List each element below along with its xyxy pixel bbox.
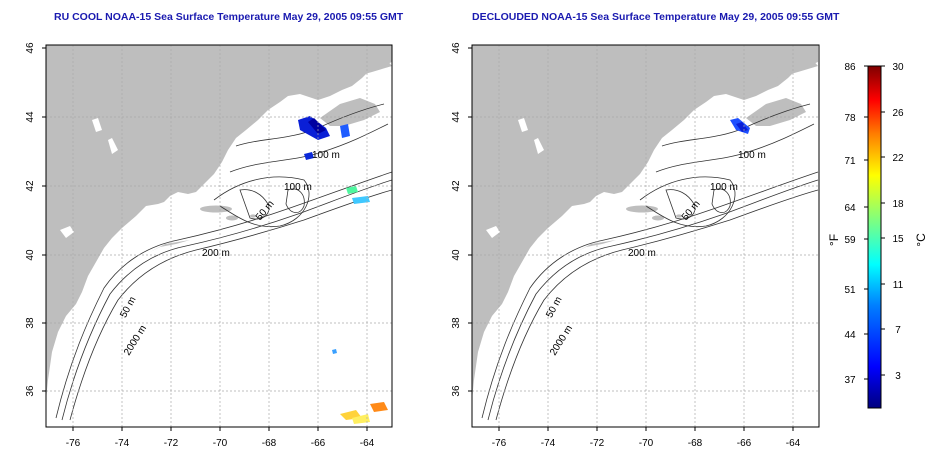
lat-tick-label: 36 [25,385,36,397]
lat-tick-label: 42 [25,180,36,192]
fahrenheit-labels: 86 78 71 64 59 51 44 37 [844,62,856,386]
fahrenheit-tick: 71 [844,156,856,167]
left-panel-title: RU COOL NOAA-15 Sea Surface Temperature … [54,11,404,23]
contour-label: 100 m [312,150,340,161]
lon-tick-label: -74 [541,438,556,449]
celsius-tick: 22 [892,153,904,164]
lon-tick-label: -68 [688,438,703,449]
left-axis-ticks [42,47,368,431]
lake [518,118,528,132]
lake [92,118,102,132]
lat-tick-label: 44 [451,111,462,123]
fahrenheit-tick: 86 [844,62,856,73]
lon-tick-label: -64 [360,438,375,449]
celsius-tick: 26 [892,108,904,119]
color-scale-bar: 86 78 71 64 59 51 44 37 30 26 22 18 15 1… [827,62,928,409]
lat-tick-label: 38 [451,317,462,329]
contour-label: 200 m [202,248,230,259]
lake [60,226,74,238]
celsius-tick: 30 [892,62,904,73]
lat-tick-label: 36 [451,385,462,397]
colorbar-gradient [867,65,882,409]
nova-scotia-land [746,98,806,126]
fahrenheit-tick: 51 [844,285,856,296]
lat-tick-label: 40 [25,249,36,261]
left-lat-labels: 36 38 40 42 44 46 [25,42,36,397]
right-map-panel: 100 m 100 m 50 m 200 m 50 m 2000 m -76 -… [451,42,820,449]
nova-scotia-land [320,98,380,126]
chesapeake-bay [78,318,96,344]
celsius-tick: 18 [892,199,904,210]
lon-tick-label: -66 [737,438,752,449]
lake [486,226,500,238]
lon-tick-label: -70 [639,438,654,449]
grid [46,45,392,427]
lon-tick-label: -70 [213,438,228,449]
left-map-panel: 100 m 100 m 50 m 200 m 50 m 2000 m -76 -… [25,42,393,449]
celsius-tick: 15 [892,234,904,245]
lat-tick-label: 44 [25,111,36,123]
fahrenheit-unit-label: °F [827,234,841,246]
lat-tick-label: 46 [451,42,462,54]
contour-label: 100 m [284,182,312,193]
lon-tick-label: -76 [66,438,81,449]
left-lon-labels: -76 -74 -72 -70 -68 -66 -64 [66,438,375,449]
contour-label: 200 m [628,248,656,259]
fahrenheit-tick: 44 [844,330,856,341]
island-land [200,205,232,213]
sst-patches [730,118,750,134]
right-axis-ticks [468,47,794,431]
celsius-unit-label: °C [914,233,928,247]
lon-tick-label: -72 [164,438,179,449]
lat-tick-label: 40 [451,249,462,261]
gulf-land [731,50,818,78]
lon-tick-label: -68 [262,438,277,449]
lake [534,138,544,154]
land-mass [46,45,392,400]
right-panel-title: DECLOUDED NOAA-15 Sea Surface Temperatur… [472,11,840,23]
island-land [676,214,682,218]
celsius-labels: 30 26 22 18 15 11 7 3 [892,62,904,382]
sst-patches [298,116,388,424]
island-land [250,214,256,218]
island-land [626,205,658,213]
left-map-frame [45,44,393,428]
lat-tick-label: 46 [25,42,36,54]
fahrenheit-tick: 78 [844,113,856,124]
right-lat-labels: 36 38 40 42 44 46 [451,42,462,397]
lon-tick-label: -72 [590,438,605,449]
fahrenheit-tick: 59 [844,235,856,246]
colorbar-ticks [864,65,885,380]
fahrenheit-tick: 64 [844,203,856,214]
fahrenheit-tick: 37 [844,375,856,386]
lat-tick-label: 38 [25,317,36,329]
gulf-land [305,50,392,78]
celsius-tick: 7 [895,325,901,336]
lake [108,138,118,154]
bathymetry-contours [55,103,392,421]
celsius-tick: 11 [893,280,904,291]
lon-tick-label: -74 [115,438,130,449]
land-mass [472,45,818,400]
bathymetry-contours [481,103,819,421]
lat-tick-label: 42 [451,180,462,192]
grid [472,45,819,427]
lon-tick-label: -76 [492,438,507,449]
lon-tick-label: -66 [311,438,326,449]
celsius-tick: 3 [895,371,901,382]
contour-label: 100 m [738,150,766,161]
island-land [652,215,664,221]
lon-tick-label: -64 [786,438,801,449]
contour-label: 100 m [710,182,738,193]
chesapeake-bay [504,318,522,344]
island-land [226,215,238,221]
right-lon-labels: -76 -74 -72 -70 -68 -66 -64 [492,438,801,449]
